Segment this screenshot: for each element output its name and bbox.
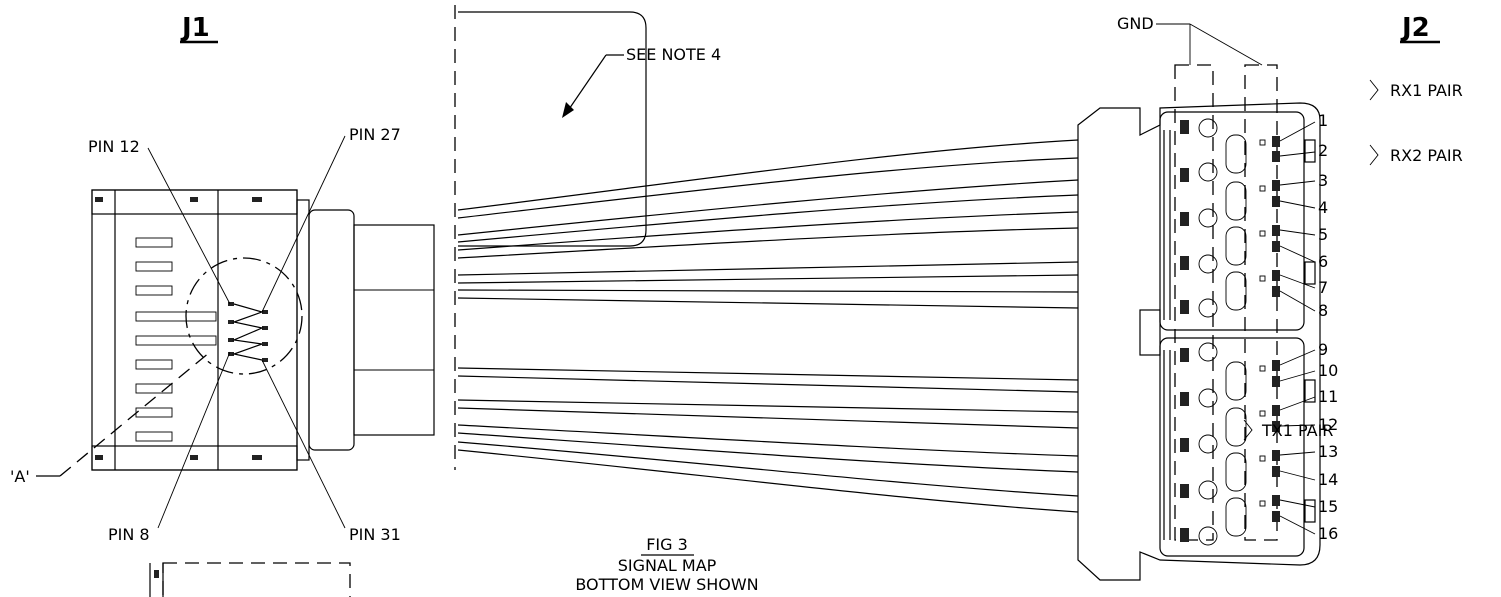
pin-number: 14 [1318,470,1338,489]
gnd-column-left [1174,64,1214,541]
see-note-label: SEE NOTE 4 [626,45,721,64]
rx2-pair-label: RX2 PAIR [1390,146,1463,165]
pin-number: 4 [1318,198,1328,217]
j1-title: J1 [180,13,210,43]
gnd-column-right [1244,64,1278,541]
pin31-label: PIN 31 [349,525,401,544]
detail-a-label: 'A' [10,467,30,486]
fig-number: FIG 3 [646,535,688,554]
j2-cavities [1180,118,1247,546]
gnd-label: GND [1117,14,1154,33]
pin-number: 7 [1318,278,1328,297]
pin8-label: PIN 8 [108,525,150,544]
wire-bundle [457,139,1079,513]
pin-number: 6 [1318,252,1328,271]
pin-number: 9 [1318,340,1328,359]
j2-pin-leaders [1279,121,1316,535]
break-and-note: SEE NOTE 4 [454,5,721,470]
pin27-label: PIN 27 [349,125,401,144]
lower-dashed-box [162,562,351,597]
rx1-pair-label: RX1 PAIR [1390,81,1463,100]
pin-number: 3 [1318,171,1328,190]
detail-a-circle [185,257,303,375]
pin12-leader [147,147,231,305]
j1-latch-slots [135,237,217,442]
j2-pin-number-labels: 1 2 3 4 5 6 7 8 9 10 11 12 13 14 15 16 [1318,111,1338,543]
j1-connector: J1 [10,13,435,597]
figure-caption: FIG 3 SIGNAL MAP BOTTOM VIEW SHOWN [575,535,758,594]
caption-line-1: SIGNAL MAP [618,556,717,575]
pin-number: 13 [1318,442,1338,461]
pin-number: 5 [1318,225,1328,244]
j1-pin-contacts [228,302,268,362]
pin-number: 2 [1318,141,1328,160]
pin-number: 15 [1318,497,1338,516]
pair-callouts: RX1 PAIR RX2 PAIR TX1 PAIR [1243,79,1463,441]
tx1-pair-label: TX1 PAIR [1261,421,1333,440]
j2-connector: J2 GND [1077,13,1463,581]
j2-numbered-pins [1259,136,1280,522]
pin31-leader [261,359,346,529]
pin27-leader [261,135,346,313]
pin-number: 12 [1318,415,1338,434]
j2-title: J2 [1400,13,1430,43]
pin-number: 10 [1318,361,1338,380]
j1-rail-marks [95,197,262,460]
pin-number: 1 [1318,111,1328,130]
pin12-label: PIN 12 [88,137,140,156]
pin-number: 8 [1318,301,1328,320]
pin8-leader [157,351,231,529]
pin-number: 11 [1318,387,1338,406]
caption-line-2: BOTTOM VIEW SHOWN [575,575,758,594]
pin-number: 16 [1318,524,1338,543]
j2-housing [1077,102,1321,581]
